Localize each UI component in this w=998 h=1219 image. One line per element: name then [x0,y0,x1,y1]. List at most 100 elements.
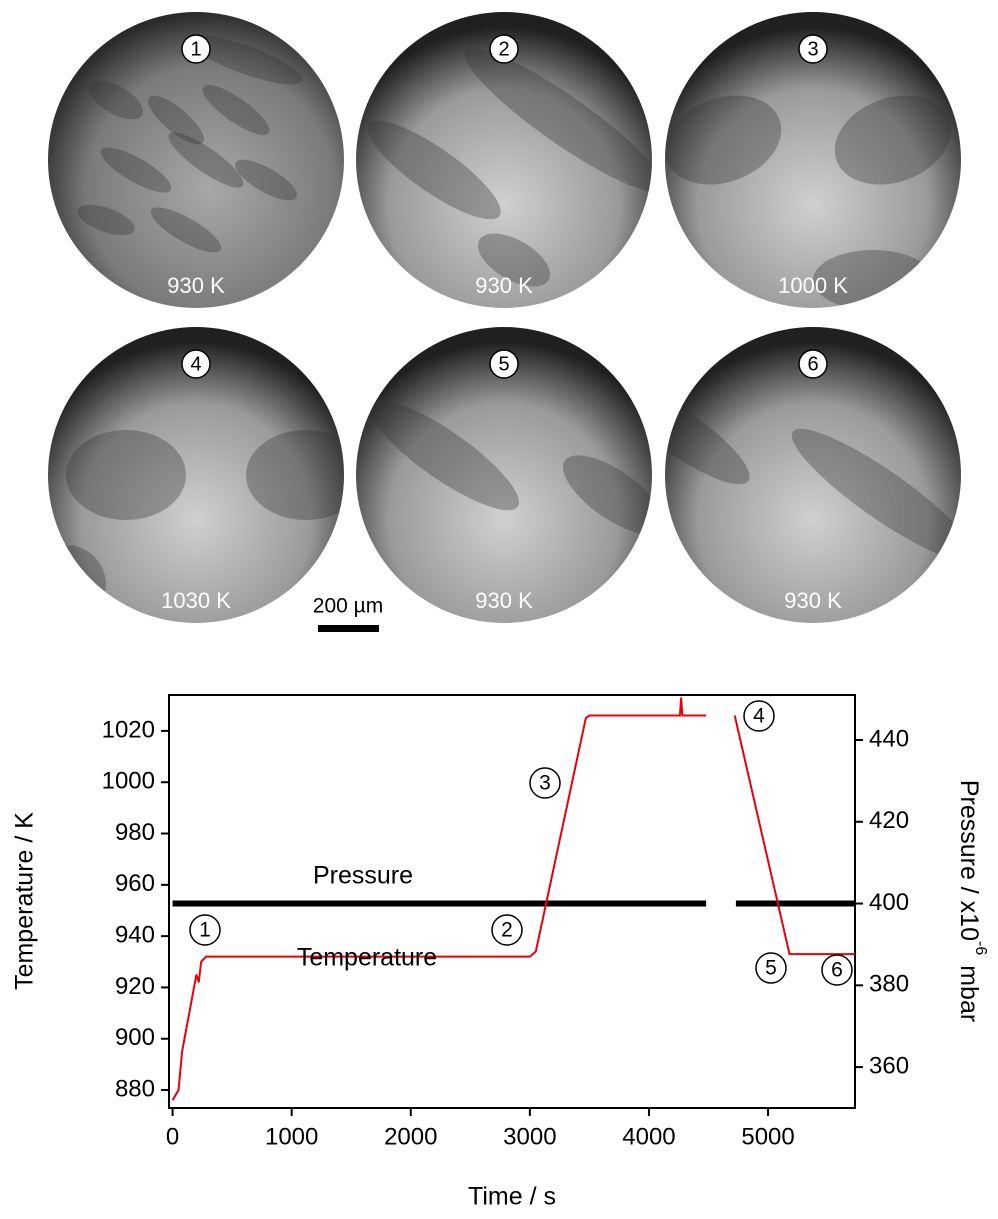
annotation: Pressure [313,862,413,890]
panel-number: 2 [498,38,509,60]
number-circle [489,34,519,64]
image-panel: 6 930 K [665,327,961,623]
panel-number: 1 [190,38,201,60]
annotation: Temperature [297,944,437,972]
x-axis-title: Time / s [468,1183,556,1211]
y-tick-label: 1000 [102,768,155,795]
annotation: 1 [199,919,211,942]
number-circle [489,349,519,379]
dark-domain [89,80,143,120]
y-axis-title: Temperature / K [11,812,39,990]
image-disk [356,327,652,623]
panel-number: 5 [498,353,509,375]
x-tick-label: 2000 [384,1123,437,1150]
annotation-circle [755,952,787,984]
y2-tick-label: 380 [869,971,909,998]
dark-domain [246,430,344,520]
image-features [77,35,303,253]
image-features [369,399,652,535]
panel-number: 3 [807,38,818,60]
y2-tick-label: 440 [869,725,909,752]
annotation: 3 [539,772,551,795]
dark-domain [168,132,244,188]
panel-temperature: 930 K [475,273,533,298]
scale-bar-line [318,625,379,632]
panel-temperature: 1030 K [161,588,231,613]
x-tick-label: 1000 [265,1123,318,1150]
dark-domain [834,95,952,185]
scale-bar-label: 200 µm [313,595,383,618]
panel-number: 6 [807,353,818,375]
annotation-circle [821,954,853,986]
annotation: 6 [831,959,843,982]
dark-domain [150,207,222,253]
image-panel: 4 1030 K [48,327,344,623]
image-panel: 1 930 K [48,12,344,308]
dark-domain [66,430,186,520]
number-circle [798,34,828,64]
dark-domain [235,159,297,201]
number-circle [798,349,828,379]
image-disk [665,327,961,623]
x-tick-label: 5000 [741,1123,794,1150]
number-circle [181,34,211,64]
y-tick-label: 960 [115,870,155,897]
panel-number: 4 [190,353,201,375]
dark-domain [77,204,135,236]
dark-domain [562,455,652,535]
x-tick-label: 4000 [622,1123,675,1150]
y2-title-text: Pressure / x10 [955,780,983,941]
series-line [171,697,855,1101]
annotation-circle [743,700,775,732]
y2-tick-label: 360 [869,1052,909,1079]
annotation-circle [491,914,523,946]
annotation: 2 [501,919,513,942]
dark-domain [48,545,106,623]
image-disk [48,12,344,308]
image-panel: 3 1000 K [665,12,961,308]
dark-domain [464,48,652,192]
annotation-circle [529,767,561,799]
image-features [665,95,952,308]
image-disk [665,12,961,308]
annotation: 4 [753,705,765,728]
image-features [665,385,961,562]
y2-axis-title: Pressure / x10-6 mbar [955,780,988,1022]
dark-domain [367,120,501,220]
dark-domain [477,233,551,287]
image-features [367,48,652,287]
y2-tick-label: 420 [869,807,909,834]
dark-domain [369,399,519,511]
panel-temperature: 930 K [784,588,842,613]
x-tick-label: 3000 [503,1123,556,1150]
y2-title-unit: mbar [955,965,983,1022]
dark-domain [665,385,750,485]
image-panel: 5 930 K [356,327,652,623]
y-tick-label: 880 [115,1075,155,1102]
panel-temperature: 930 K [167,273,225,298]
y2-title-superscript: -6 [972,941,989,955]
annotation-circle [189,914,221,946]
scale-bar: 200 µm [313,595,383,632]
x-tick-label: 0 [166,1123,179,1150]
dark-domain [148,95,204,145]
panel-temperature: 1000 K [778,273,848,298]
dark-domain [189,35,303,85]
y-tick-label: 920 [115,973,155,1000]
y-tick-label: 1020 [102,716,155,743]
number-circle [181,349,211,379]
y2-tick-label: 400 [869,889,909,916]
dark-domain [100,147,172,193]
annotation: 5 [765,957,777,980]
dark-domain [665,95,782,185]
panel-temperature: 930 K [475,588,533,613]
dark-domain [202,85,270,135]
y-tick-label: 900 [115,1024,155,1051]
image-disk [356,12,652,308]
image-panels: 1 930 K 2 930 K 3 1000 K 4 1030 K 5 930 K 6 930 K [48,12,961,623]
y-tick-label: 980 [115,819,155,846]
image-panel: 2 930 K [356,12,652,308]
dark-domain [791,428,961,562]
y-tick-label: 940 [115,921,155,948]
